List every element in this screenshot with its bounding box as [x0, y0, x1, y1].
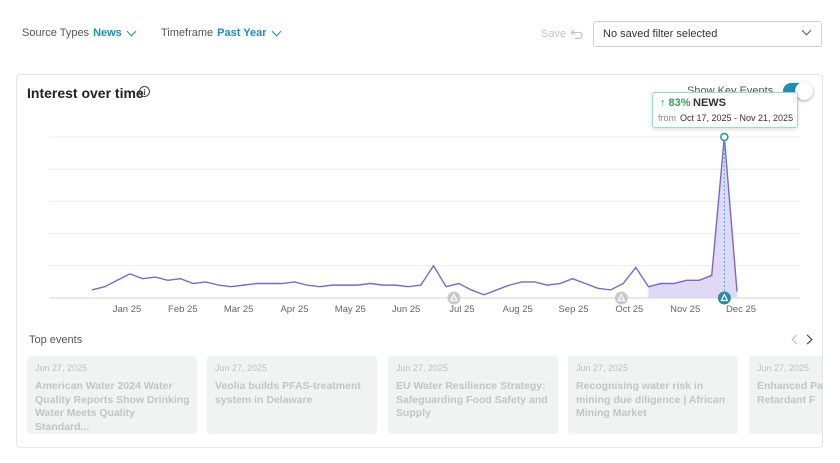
saved-filter-value: No saved filter selected: [603, 28, 718, 40]
filter-bar: Source Types News Timeframe Past Year Sa…: [0, 0, 840, 66]
undo-icon[interactable]: [570, 27, 584, 41]
x-tick-label: Mar 25: [224, 304, 254, 315]
key-event-icon: [720, 293, 729, 302]
chevron-down-icon: [801, 25, 812, 36]
card-title: Interest over time: [27, 85, 144, 101]
next-arrow-icon[interactable]: [802, 334, 813, 345]
event-title: EU Water Resilience Strategy: Safeguardi…: [396, 380, 548, 419]
timeframe-value[interactable]: Past Year: [217, 27, 267, 39]
event-card[interactable]: Jun 27, 2025 American Water 2024 Water Qu…: [27, 356, 197, 434]
key-event-marker: [717, 291, 731, 305]
toggle-knob: [795, 82, 813, 100]
event-card[interactable]: Jun 27, 2025 EU Water Resilience Strategy…: [388, 356, 558, 434]
event-title: Recognising water risk in mining due dil…: [576, 380, 725, 419]
x-tick-label: Aug 25: [503, 304, 533, 315]
event-title: Enhanced Packaging Retardant F: [757, 380, 823, 406]
x-tick-label: Oct 25: [615, 304, 643, 315]
x-tick-label: Jul 25: [449, 304, 474, 315]
tooltip-change: ↑ 83%: [660, 97, 691, 109]
chart-tooltip: ↑ 83% NEWS from Oct 17, 2025 - Nov 21, 2…: [652, 92, 798, 128]
event-card[interactable]: Jun 27, 2025 Recognising water risk in mi…: [568, 356, 738, 434]
interest-over-time-card: Interest over time i Show Key Events Jan…: [16, 74, 823, 448]
tooltip-range: Oct 17, 2025 - Nov 21, 2025: [680, 113, 794, 123]
event-date: Jun 27, 2025: [757, 363, 810, 373]
event-title: Veolia builds PFAS-treatment system in D…: [215, 380, 361, 406]
prev-arrow-icon[interactable]: [791, 334, 802, 345]
timeframe-filter[interactable]: Timeframe Past Year: [161, 26, 281, 39]
x-tick-label: Jun 25: [392, 304, 421, 315]
data-point: [720, 132, 729, 142]
x-tick-label: Apr 25: [280, 304, 308, 315]
x-tick-label: Jan 25: [113, 304, 142, 315]
event-title: American Water 2024 Water Quality Report…: [35, 380, 190, 433]
chevron-down-icon: [271, 26, 281, 37]
key-event-icon: [617, 293, 626, 302]
x-tick-label: May 25: [335, 304, 366, 315]
key-event-marker: [447, 291, 461, 305]
top-events-label: Top events: [29, 334, 83, 346]
saved-filter-select[interactable]: No saved filter selected: [593, 21, 822, 47]
event-date: Jun 27, 2025: [576, 363, 629, 373]
x-tick-label: Nov 25: [670, 304, 700, 315]
x-tick-label: Dec 25: [726, 304, 756, 315]
info-icon[interactable]: i: [139, 86, 150, 97]
interest-chart: Jan 25 Feb 25 Mar 25 Apr 25 May 25 Jun 25 Jul …: [49, 132, 800, 315]
chevron-down-icon: [126, 26, 137, 37]
key-event-marker: [614, 291, 628, 305]
event-date: Jun 27, 2025: [215, 363, 268, 373]
key-event-icon: [449, 293, 458, 302]
source-types-filter[interactable]: Source Types News: [22, 26, 137, 39]
timeframe-label: Timeframe: [161, 27, 214, 39]
tooltip-from-label: from: [658, 113, 676, 123]
event-date: Jun 27, 2025: [396, 363, 449, 373]
event-card[interactable]: Jun 27, 2025 Enhanced Packaging Retardant…: [749, 356, 823, 434]
highlight-range-area: [648, 137, 737, 298]
save-button[interactable]: Save: [541, 28, 567, 40]
x-tick-label: Sep 25: [558, 304, 588, 315]
series-line: [91, 136, 738, 296]
event-card[interactable]: Jun 27, 2025 Veolia builds PFAS-treatment…: [207, 356, 377, 434]
event-date: Jun 27, 2025: [35, 363, 88, 373]
source-types-value[interactable]: News: [93, 27, 122, 39]
x-tick-label: Feb 25: [168, 304, 198, 315]
tooltip-series: NEWS: [693, 97, 726, 109]
source-types-label: Source Types: [22, 27, 90, 39]
